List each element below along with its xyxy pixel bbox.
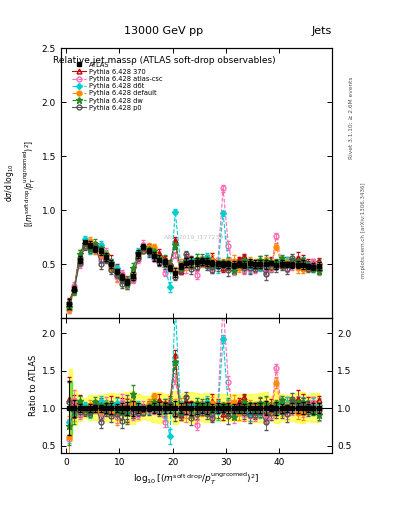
Text: Relative jet massρ (ATLAS soft-drop observables): Relative jet massρ (ATLAS soft-drop obse…: [53, 56, 275, 65]
Y-axis label: Ratio to ATLAS: Ratio to ATLAS: [29, 355, 37, 416]
Text: Jets: Jets: [312, 26, 332, 36]
Text: ARC_2019_I1772399: ARC_2019_I1772399: [164, 234, 229, 240]
Y-axis label: $(1/\sigma_\mathrm{resum})$
$\mathrm{d}\sigma/\mathrm{d}\,\log_{10}$
$[(m^{\math: $(1/\sigma_\mathrm{resum})$ $\mathrm{d}\…: [0, 140, 37, 227]
Text: 13000 GeV pp: 13000 GeV pp: [125, 26, 204, 36]
Legend: ATLAS, Pythia 6.428 370, Pythia 6.428 atlas-csc, Pythia 6.428 d6t, Pythia 6.428 : ATLAS, Pythia 6.428 370, Pythia 6.428 at…: [70, 59, 165, 113]
Text: Rivet 3.1.10; ≥ 2.6M events: Rivet 3.1.10; ≥ 2.6M events: [349, 76, 354, 159]
X-axis label: $\log_{10}[(m^{\mathrm{soft\ drop}}/p_T^{\mathrm{ungroomed}})^2]$: $\log_{10}[(m^{\mathrm{soft\ drop}}/p_T^…: [133, 471, 260, 487]
Text: mcplots.cern.ch [arXiv:1306.3436]: mcplots.cern.ch [arXiv:1306.3436]: [361, 183, 366, 278]
